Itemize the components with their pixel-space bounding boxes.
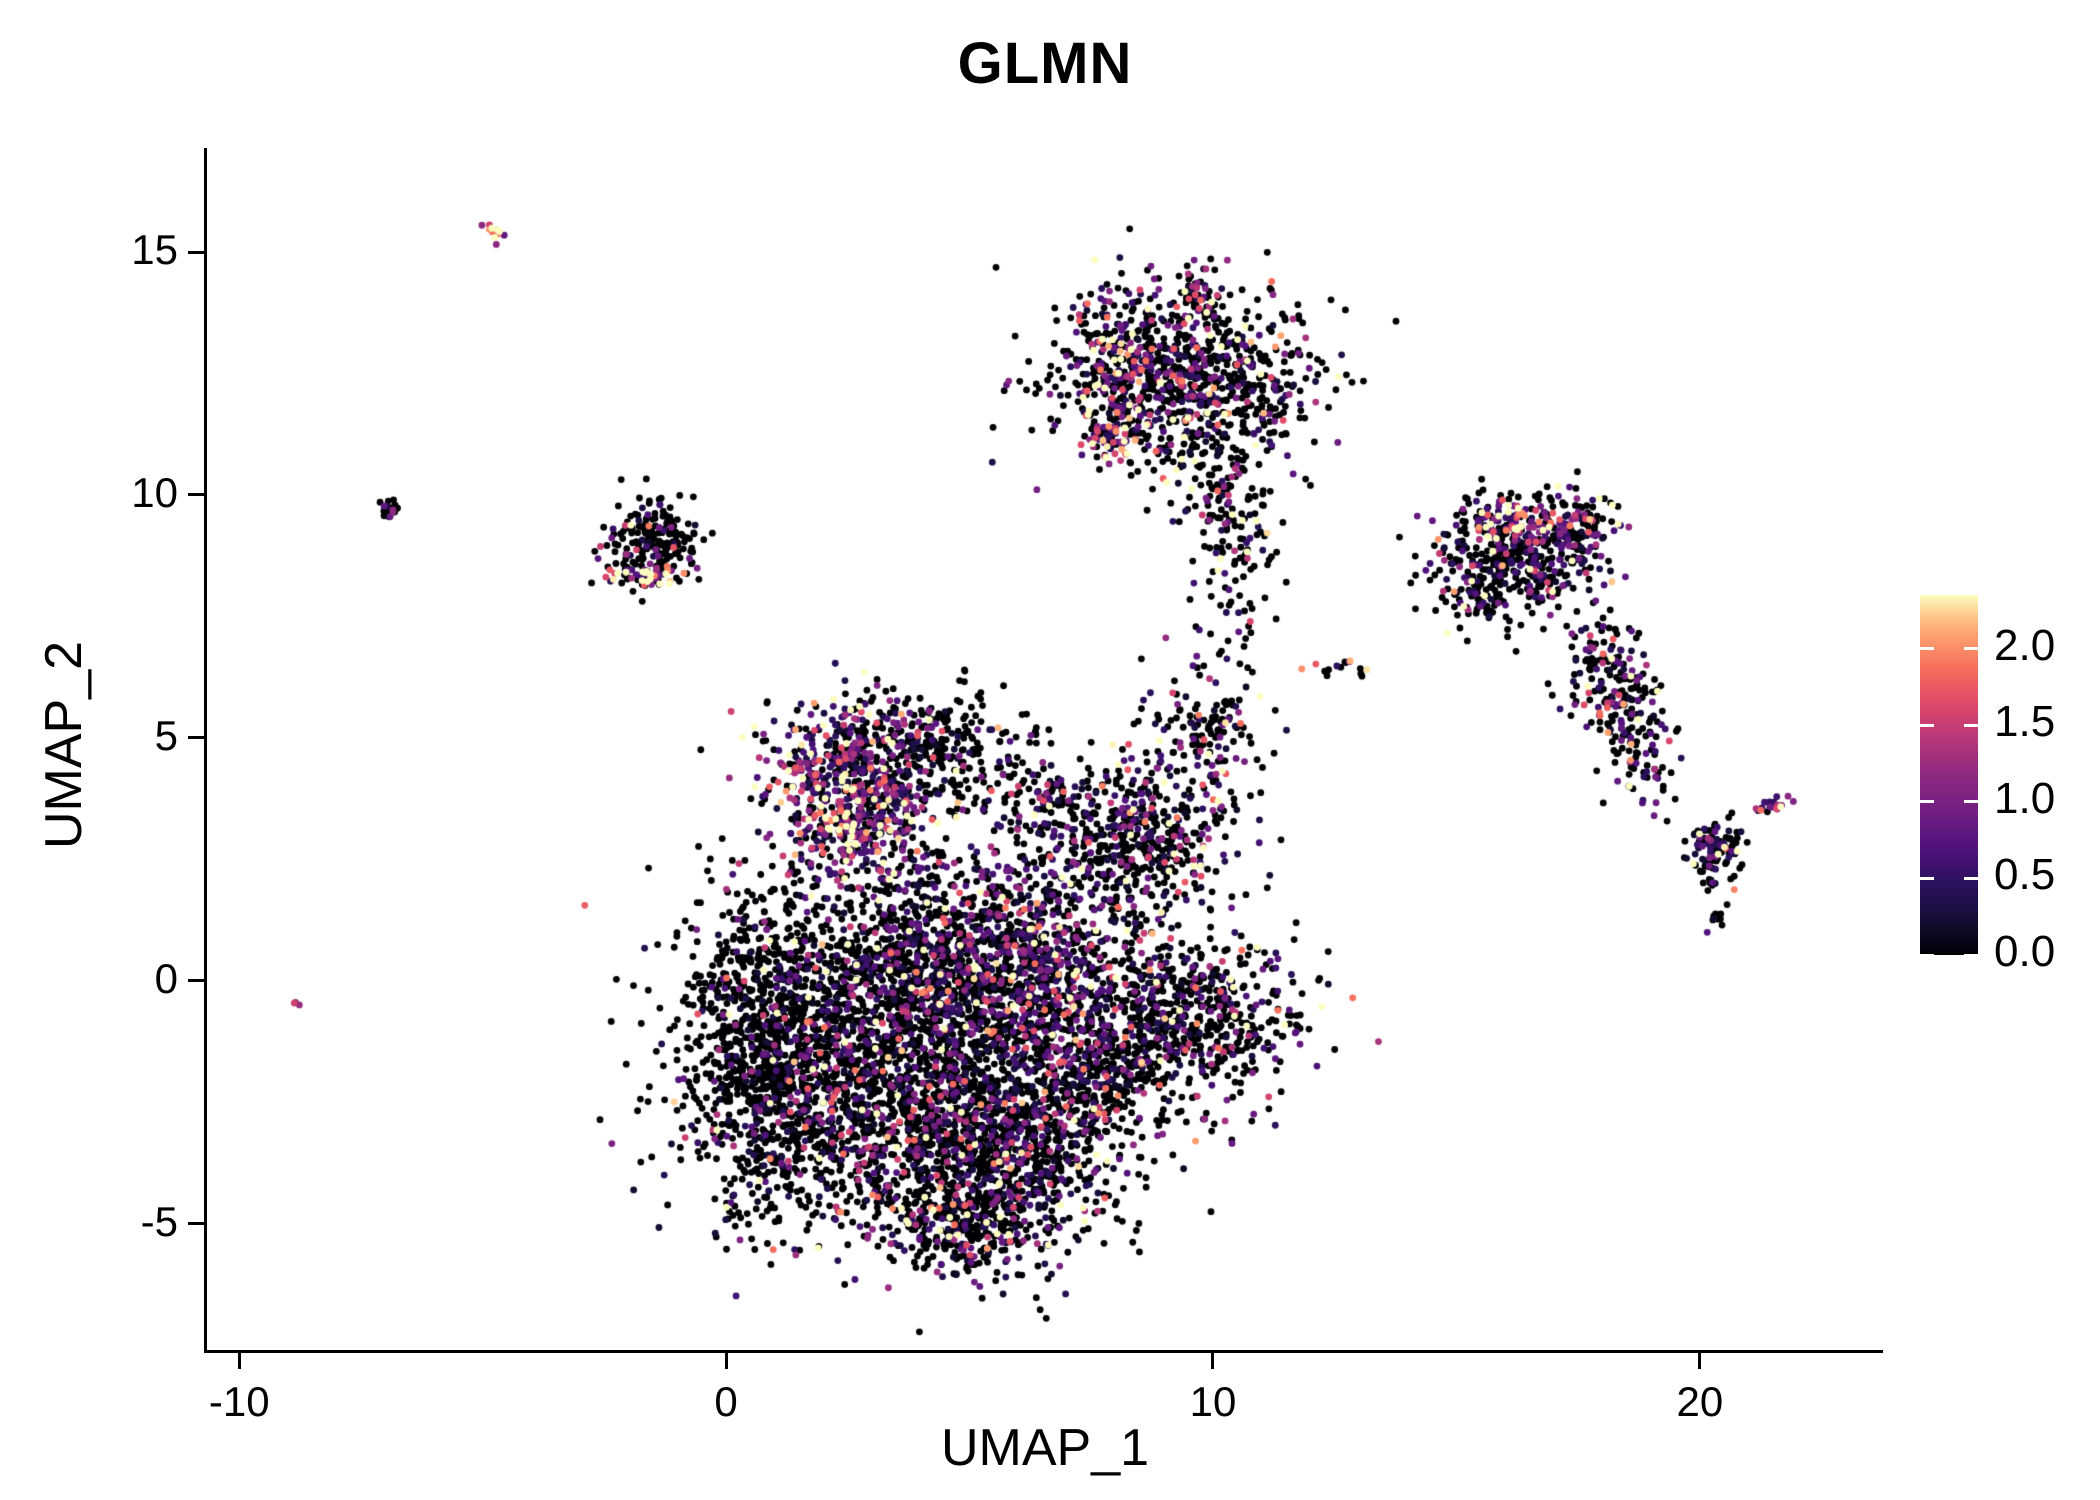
x-tick-label: 10 bbox=[1189, 1378, 1237, 1425]
x-tick-mark bbox=[237, 1353, 241, 1369]
colorbar-tick-mark bbox=[1920, 647, 1934, 651]
x-tick-label: 20 bbox=[1676, 1378, 1724, 1425]
colorbar-tick-mark bbox=[1964, 953, 1978, 957]
colorbar-tick-label: 0.5 bbox=[1994, 850, 2056, 900]
y-tick-mark bbox=[188, 493, 204, 497]
y-tick-label: 0 bbox=[154, 954, 178, 1002]
colorbar-tick-mark bbox=[1920, 723, 1934, 727]
x-tick-mark bbox=[1698, 1353, 1702, 1369]
x-tick-mark bbox=[724, 1353, 728, 1369]
colorbar-gradient bbox=[1920, 595, 1978, 955]
y-tick-mark bbox=[188, 979, 204, 983]
colorbar-tick-mark bbox=[1920, 953, 1934, 957]
y-axis-line bbox=[204, 148, 207, 1353]
colorbar-tick-mark bbox=[1964, 876, 1978, 880]
x-axis-title: UMAP_1 bbox=[940, 1419, 1150, 1477]
y-tick-mark bbox=[188, 250, 204, 254]
colorbar-tick-mark bbox=[1920, 800, 1934, 804]
y-tick-label: 5 bbox=[154, 711, 178, 759]
y-tick-mark bbox=[188, 736, 204, 740]
x-axis-line bbox=[204, 1350, 1883, 1353]
colorbar-tick-label: 0.0 bbox=[1994, 927, 2056, 976]
colorbar-tick-label: 2.0 bbox=[1994, 620, 2056, 670]
colorbar-tick-label: 1.5 bbox=[1994, 697, 2056, 747]
colorbar-tick-mark bbox=[1964, 723, 1978, 727]
plot-title: GLMN bbox=[957, 31, 1133, 96]
x-tick-label: 0 bbox=[714, 1378, 738, 1425]
colorbar-tick-label: 1.0 bbox=[1994, 773, 2056, 823]
y-tick-label: 15 bbox=[131, 226, 178, 274]
y-axis-title: UMAP_2 bbox=[35, 640, 93, 850]
y-tick-label: 10 bbox=[131, 468, 178, 516]
x-tick-mark bbox=[1211, 1353, 1215, 1369]
x-tick-label: -10 bbox=[208, 1378, 270, 1425]
y-tick-mark bbox=[188, 1222, 204, 1226]
colorbar-tick-mark bbox=[1964, 647, 1978, 651]
colorbar-tick-mark bbox=[1964, 800, 1978, 804]
y-tick-label: -5 bbox=[140, 1197, 178, 1245]
colorbar-tick-mark bbox=[1920, 876, 1934, 880]
